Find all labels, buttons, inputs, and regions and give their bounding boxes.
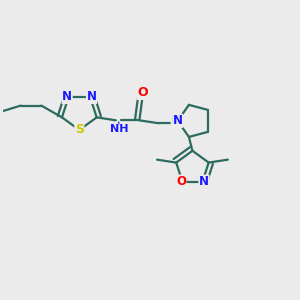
Text: N: N: [171, 114, 181, 128]
Text: S: S: [75, 124, 84, 136]
Text: NH: NH: [110, 124, 128, 134]
Text: N: N: [62, 91, 72, 103]
Text: N: N: [199, 175, 209, 188]
Text: O: O: [137, 86, 148, 99]
Text: O: O: [176, 175, 186, 188]
Text: N: N: [173, 114, 183, 128]
Text: N: N: [86, 91, 97, 103]
